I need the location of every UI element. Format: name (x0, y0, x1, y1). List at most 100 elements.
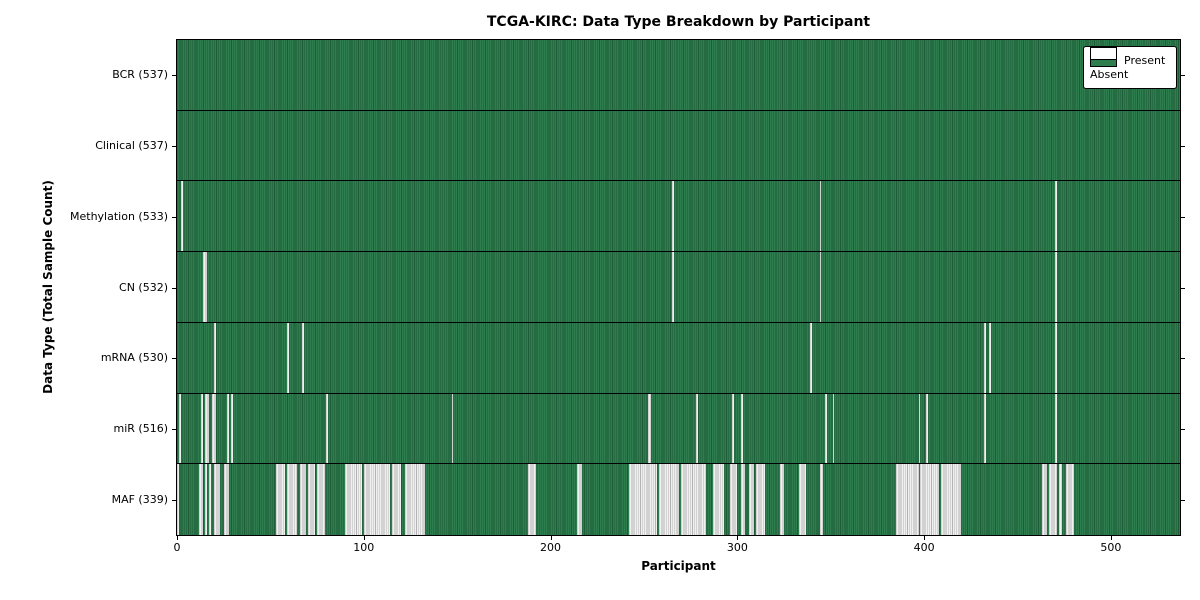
absent-segment (201, 393, 204, 464)
absent-segment (1041, 464, 1048, 535)
legend-label-absent: Absent (1090, 68, 1129, 81)
absent-segment (317, 464, 325, 535)
absent-segment (810, 322, 813, 393)
absent-segment (528, 464, 536, 535)
absent-segment (208, 464, 211, 535)
absent-segment (798, 464, 807, 535)
absent-segment (391, 464, 402, 535)
absent-segment (205, 464, 207, 535)
absent-segment (302, 322, 304, 393)
absent-segment (681, 464, 706, 535)
left-ytick-mark (172, 217, 176, 218)
absent-segment (1054, 252, 1057, 322)
left-ytick-mark (172, 75, 176, 76)
absent-segment (203, 252, 207, 322)
y-tick-label-methylation: Methylation (533) (70, 209, 168, 223)
absent-segment (451, 393, 454, 464)
right-ytick-mark (1181, 75, 1185, 76)
absent-segment (300, 464, 306, 535)
absent-segment (199, 464, 204, 535)
row-clinical (177, 110, 1180, 182)
absent-segment (275, 464, 286, 535)
row-mir (177, 393, 1180, 465)
left-ytick-mark (172, 288, 176, 289)
absent-segment (214, 322, 217, 393)
absent-segment (825, 393, 827, 464)
absent-segment (576, 464, 583, 535)
right-ytick-mark (1181, 500, 1185, 501)
absent-segment (1058, 464, 1063, 535)
x-tick-label-300: 300 (726, 541, 748, 554)
left-ytick-mark (172, 146, 176, 147)
x-tick-label-400: 400 (913, 541, 935, 554)
absent-segment (819, 464, 824, 535)
absent-segment (180, 181, 183, 252)
absent-segment (1054, 393, 1057, 464)
absent-segment (989, 322, 992, 393)
legend-label-present: Present (1124, 53, 1166, 67)
absent-segment (629, 464, 658, 535)
absent-segment (819, 181, 822, 252)
absent-segment (287, 464, 297, 535)
absent-segment (756, 464, 766, 535)
absent-segment (227, 393, 230, 464)
absent-segment (983, 393, 986, 464)
chart-title: TCGA-KIRC: Data Type Breakdown by Partic… (486, 14, 871, 30)
absent-swatch-icon (1090, 47, 1117, 60)
absent-segment (205, 393, 209, 464)
absent-segment (671, 181, 674, 252)
x-tick-mark (1111, 536, 1112, 540)
x-tick-label-200: 200 (540, 541, 562, 554)
absent-segment (983, 322, 986, 393)
absent-segment (658, 464, 680, 535)
x-tick-label-0: 0 (173, 541, 181, 554)
left-ytick-mark (172, 429, 176, 430)
absent-segment (1066, 464, 1074, 535)
y-tick-label-bcr: BCR (537) (112, 68, 168, 82)
left-ytick-mark (172, 358, 176, 359)
right-ytick-mark (1181, 429, 1185, 430)
plot-area (176, 39, 1181, 536)
y-tick-label-mir: miR (516) (113, 421, 169, 435)
x-tick-mark (177, 536, 178, 540)
absent-segment (918, 393, 921, 464)
absent-segment (819, 252, 822, 322)
absent-segment (214, 464, 220, 535)
x-tick-mark (924, 536, 925, 540)
absent-segment (1054, 181, 1057, 252)
absent-segment (287, 322, 290, 393)
x-tick-mark (737, 536, 738, 540)
absent-segment (363, 464, 390, 535)
y-tick-label-cn: CN (532) (119, 280, 168, 294)
absent-segment (832, 393, 835, 464)
absent-segment (1049, 464, 1057, 535)
x-tick-label-500: 500 (1100, 541, 1122, 554)
absent-segment (940, 464, 962, 535)
x-axis-label: Participant (641, 559, 716, 573)
right-ytick-mark (1181, 146, 1185, 147)
absent-segment (741, 464, 745, 535)
absent-segment (1054, 322, 1057, 393)
y-tick-label-maf: MAF (339) (111, 492, 168, 506)
row-bcr (177, 40, 1180, 111)
absent-segment (177, 464, 179, 535)
absent-segment (896, 464, 919, 535)
absent-segment (212, 393, 217, 464)
absent-segment (780, 464, 785, 535)
x-tick-mark (551, 536, 552, 540)
absent-segment (925, 393, 928, 464)
x-tick-label-100: 100 (353, 541, 375, 554)
absent-segment (696, 393, 699, 464)
absent-segment (223, 464, 230, 535)
legend-item-absent: Absent (1090, 47, 1170, 81)
x-tick-mark (364, 536, 365, 540)
left-ytick-mark (172, 500, 176, 501)
legend: Present Absent (1083, 46, 1177, 89)
row-methylation (177, 181, 1180, 253)
absent-segment (713, 464, 725, 535)
right-ytick-mark (1181, 358, 1185, 359)
absent-segment (729, 464, 738, 535)
absent-segment (741, 393, 743, 464)
y-tick-label-clinical: Clinical (537) (95, 139, 168, 153)
